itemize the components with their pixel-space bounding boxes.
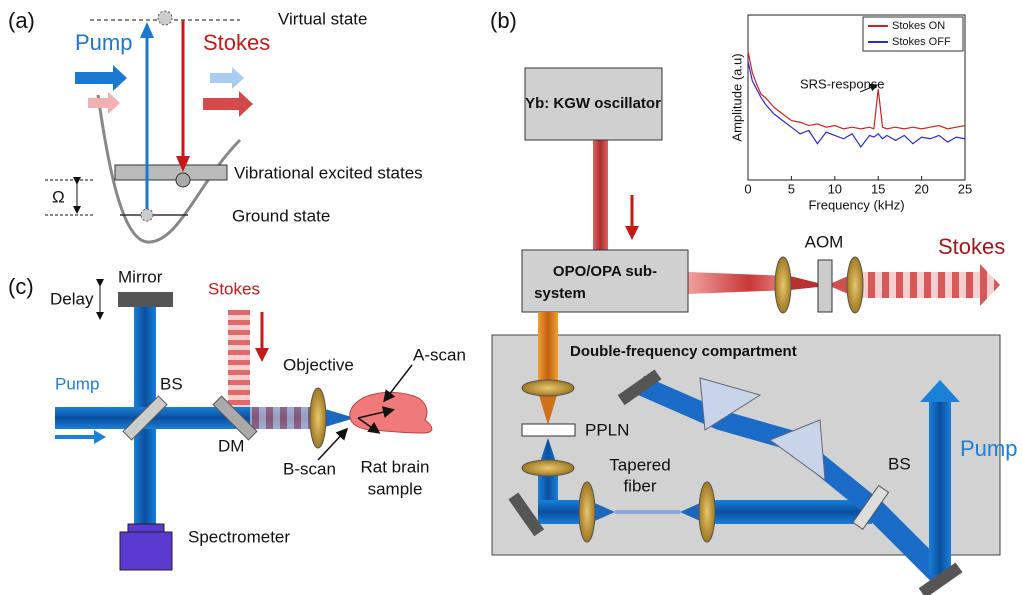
arrowhead bbox=[140, 22, 154, 38]
arrowhead bbox=[625, 226, 639, 240]
lens bbox=[522, 460, 574, 476]
opo-box bbox=[522, 250, 688, 312]
x-tick-label: 10 bbox=[828, 181, 842, 196]
label: BS bbox=[888, 454, 911, 473]
label: BS bbox=[160, 374, 183, 393]
panel-a: (a) Virtual state Pump Stokes Vibrationa… bbox=[8, 8, 423, 242]
panel-label: (b) bbox=[490, 8, 517, 33]
x-tick-label: 20 bbox=[914, 181, 928, 196]
label: fiber bbox=[623, 476, 656, 495]
label: Vibrational excited states bbox=[234, 163, 423, 182]
stokes-beam bbox=[855, 264, 1000, 306]
label: Virtual state bbox=[278, 9, 367, 28]
label: PPLN bbox=[585, 420, 629, 439]
panel-c: (c) Mirror Delay Pump BS DM Stokes Objec… bbox=[8, 267, 466, 570]
label: Delay bbox=[50, 289, 94, 308]
beam bbox=[790, 276, 818, 290]
y-axis-label: Amplitude (a.u) bbox=[729, 53, 744, 141]
panel-label: (a) bbox=[8, 8, 35, 33]
mirror bbox=[118, 292, 173, 307]
legend-label: Stokes OFF bbox=[892, 36, 951, 48]
lens bbox=[847, 257, 863, 313]
label: Ground state bbox=[232, 206, 330, 225]
ppln bbox=[522, 424, 575, 436]
state-dot bbox=[158, 11, 172, 25]
label: Pump bbox=[75, 30, 132, 55]
lens bbox=[699, 482, 715, 542]
arrow bbox=[88, 92, 120, 114]
aom bbox=[818, 260, 832, 312]
label: Objective bbox=[283, 355, 354, 374]
label: DM bbox=[218, 436, 244, 455]
label: Pump bbox=[960, 436, 1017, 461]
arrowhead bbox=[255, 348, 269, 362]
label: system bbox=[534, 285, 586, 302]
x-tick-label: 0 bbox=[744, 181, 751, 196]
arrowhead bbox=[94, 430, 106, 444]
label: Stokes bbox=[938, 234, 1005, 259]
lens bbox=[579, 482, 595, 542]
beam bbox=[707, 500, 872, 524]
state-dot bbox=[141, 209, 153, 221]
objective-lens bbox=[310, 388, 326, 448]
beam bbox=[929, 400, 951, 575]
label: OPO/OPA sub- bbox=[553, 263, 657, 280]
x-tick-label: 25 bbox=[958, 181, 972, 196]
arrow bbox=[210, 67, 244, 89]
label: sample bbox=[368, 479, 423, 498]
label: Stokes bbox=[203, 30, 270, 55]
figure: (a) Virtual state Pump Stokes Vibrationa… bbox=[0, 0, 1022, 595]
inset-chart: 0 5 10 15 20 25 Frequency (kHz) Amplitude (a.u)… bbox=[729, 15, 972, 212]
spectrometer bbox=[128, 524, 164, 532]
legend-label: Stokes ON bbox=[892, 20, 945, 32]
vibrational-band bbox=[115, 165, 227, 180]
lens bbox=[522, 380, 574, 396]
label: Spectrometer bbox=[188, 527, 290, 546]
label: Pump bbox=[55, 374, 99, 393]
arrow bbox=[203, 91, 253, 117]
label: Yb: KGW oscillator bbox=[525, 95, 661, 112]
arrow bbox=[75, 65, 127, 91]
stokes-beam bbox=[228, 310, 250, 407]
label: Mirror bbox=[118, 267, 163, 286]
stokes-beam bbox=[250, 407, 310, 429]
label: B-scan bbox=[283, 459, 336, 478]
label: Stokes bbox=[208, 279, 260, 298]
label: A-scan bbox=[413, 345, 466, 364]
label: Ω bbox=[52, 187, 65, 206]
spectrometer bbox=[120, 532, 172, 570]
annotation: SRS-response bbox=[800, 76, 885, 91]
rat-brain bbox=[350, 392, 432, 433]
beam bbox=[593, 140, 608, 250]
x-tick-label: 5 bbox=[788, 181, 795, 196]
label: AOM bbox=[805, 232, 844, 251]
x-tick-label: 15 bbox=[871, 181, 885, 196]
label: Tapered bbox=[609, 455, 670, 474]
label: Double-frequency compartment bbox=[570, 343, 797, 360]
x-axis-label: Frequency (kHz) bbox=[808, 197, 904, 212]
label: Rat brain bbox=[361, 457, 430, 476]
lens bbox=[775, 257, 791, 313]
panel-label: (c) bbox=[8, 274, 34, 299]
state-dot bbox=[176, 173, 190, 187]
